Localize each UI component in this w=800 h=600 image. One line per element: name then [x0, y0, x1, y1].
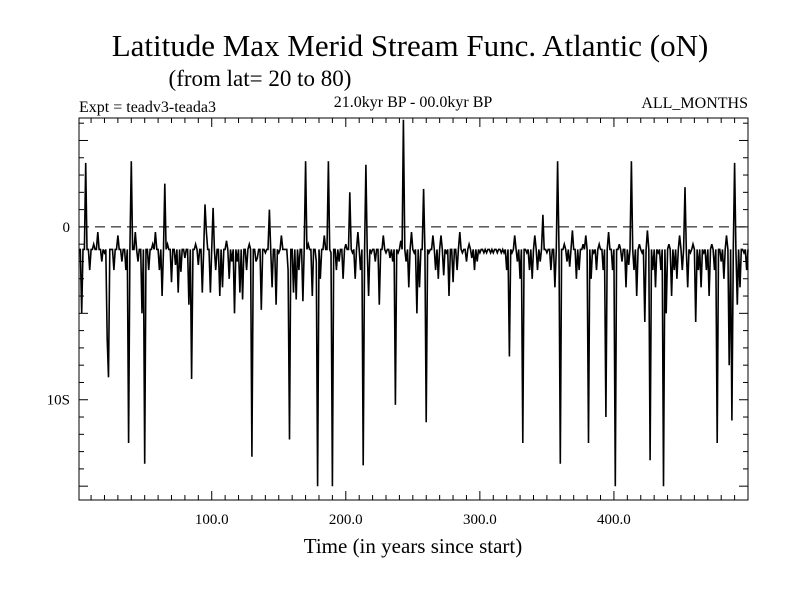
chart-title: Latitude Max Merid Stream Func. Atlantic… [112, 28, 709, 63]
chart-subtitle: (from lat= 20 to 80) [169, 66, 352, 91]
months-label: ALL_MONTHS [641, 95, 748, 112]
tick-label-group: 100.0 200.0 300.0 400.0 0 10S [47, 220, 631, 528]
x-tick-label: 200.0 [329, 512, 363, 528]
x-tick-label: 300.0 [463, 512, 497, 528]
x-tick-label: 100.0 [195, 512, 229, 528]
tick-group [79, 118, 748, 500]
series-line [79, 119, 749, 487]
plot-frame [78, 117, 749, 501]
x-axis-label: Time (in years since start) [304, 534, 523, 558]
experiment-label: Expt = teadv3-teada3 [79, 99, 216, 116]
y-tick-label: 10S [47, 393, 70, 409]
period-label: 21.0kyr BP - 00.0kyr BP [334, 94, 493, 111]
y-tick-label: 0 [63, 220, 71, 236]
x-tick-label: 400.0 [597, 512, 631, 528]
